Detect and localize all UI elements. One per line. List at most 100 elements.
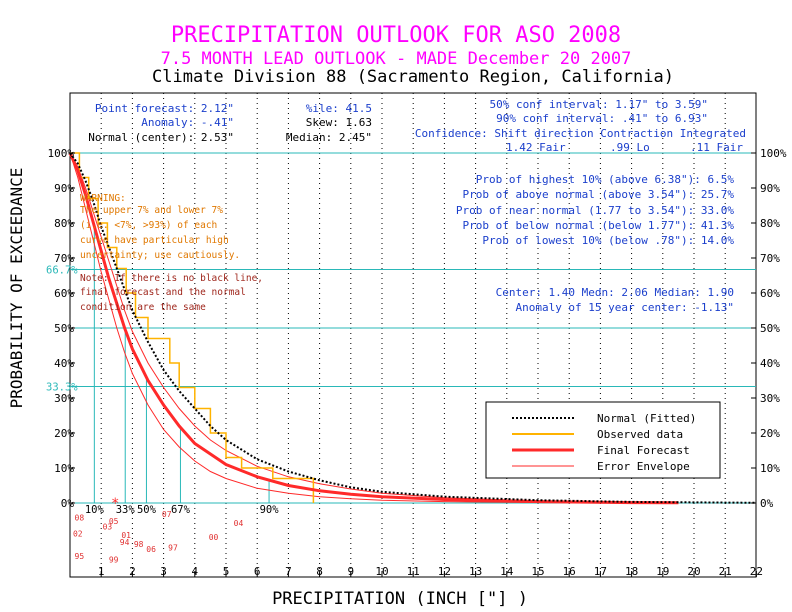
y-tick-label-left: 60%: [54, 287, 74, 300]
y-tick-label-right: 40%: [760, 357, 780, 370]
year-label: 04: [234, 519, 244, 528]
warning-line: curve have particular high: [80, 235, 229, 246]
y-tick-label-left: 100%: [48, 147, 75, 160]
reference-lines: 66.7% 33.3%: [46, 265, 756, 393]
series-lines: *: [68, 152, 757, 512]
year-label: 07: [162, 510, 172, 519]
prob-below-normal: Prob of below normal (below 1.77"): 41.3…: [462, 219, 734, 232]
prob-lowest-10: Prob of lowest 10% (below .78"): 14.0%: [482, 234, 734, 247]
x-tick-label: 11: [407, 565, 420, 578]
warning-line: (i.e. <7%, >93%) of each: [80, 220, 217, 231]
point-forecast: Point forecast: 2.12": [95, 102, 234, 115]
legend: Normal (Fitted) Observed data Final Fore…: [485, 401, 721, 479]
conf-90: 90% conf interval: .41" to 6.93": [496, 112, 708, 125]
year-label: 95: [75, 552, 85, 561]
x-tick-label: 8: [316, 565, 323, 578]
prob-above-normal: Prob of above normal (above 3.54"): 25.7…: [462, 188, 734, 201]
y-tick-label-left: 10%: [54, 462, 74, 475]
quantile-label: 10%: [85, 504, 105, 516]
series-observed: [70, 152, 315, 503]
y-tick-label-right: 90%: [760, 182, 780, 195]
no-black-line-note: Note: If there is no black line, final f…: [80, 273, 263, 313]
probability-block: Prob of highest 10% (above 6.38"): 6.5% …: [456, 173, 735, 314]
y-tick-label-right: 80%: [760, 217, 780, 230]
reference-label: 66.7%: [46, 265, 78, 277]
quantile-label: 90%: [260, 504, 280, 516]
x-tick-label: 3: [160, 565, 167, 578]
y-axis-title: PROBABILITY OF EXCEEDANCE: [7, 168, 26, 409]
x-tick-label: 19: [656, 565, 669, 578]
anomaly: Anomaly: -.41": [141, 116, 234, 129]
x-tick-label: 12: [438, 565, 451, 578]
x-tick-label: 18: [625, 565, 638, 578]
x-tick-label: 6: [254, 565, 261, 578]
stats-mid: %ile: 41.5 Skew: 1.63 Median: 2.45": [286, 102, 372, 144]
series-envelope-lower: [69, 152, 679, 504]
year-label: 05: [109, 517, 119, 526]
y-tick-label-left: 30%: [54, 392, 74, 405]
x-tick-label: 13: [469, 565, 482, 578]
x-tick-label: 1: [98, 565, 105, 578]
point-forecast-marker: *: [111, 496, 119, 512]
x-axis-title: PRECIPITATION (INCH ["] ): [272, 589, 528, 609]
x-tick-label: 10: [375, 565, 388, 578]
legend-label-normal: Normal (Fitted): [597, 412, 696, 425]
legend-box: [485, 401, 721, 479]
year-label: 00: [209, 533, 219, 542]
main-title: PRECIPITATION OUTLOOK FOR ASO 2008: [171, 23, 621, 48]
y-tick-label-right: 50%: [760, 322, 780, 335]
y-tick-label-right: 60%: [760, 287, 780, 300]
x-tick-label: 2: [129, 565, 136, 578]
confidence-contraction: .99 Lo: [610, 141, 650, 154]
quantile-label: 33%: [116, 504, 136, 516]
legend-label-forecast: Final Forecast: [597, 444, 690, 457]
series-envelope-upper: [69, 152, 679, 504]
y-tick-label-left: 90%: [54, 182, 74, 195]
legend-label-envelope: Error Envelope: [597, 460, 690, 473]
stats-right: 50% conf interval: 1.17" to 3.59" 90% co…: [415, 98, 746, 154]
warning-line: uncertainty; use cautiously.: [80, 250, 240, 261]
prob-near-normal: Prob of near normal (1.77 to 3.54"): 33.…: [456, 204, 735, 217]
y-tick-label-right: 70%: [760, 252, 780, 265]
note-line: final forecast and the normal: [80, 287, 246, 298]
year-label: 99: [109, 556, 119, 565]
warning-line: WARNING:: [80, 193, 126, 204]
prob-highest-10: Prob of highest 10% (above 6.38"): 6.5%: [476, 173, 735, 186]
confidence-shift: 1.42 Fair: [506, 141, 566, 154]
x-tick-label: 9: [347, 565, 354, 578]
normal-center: Normal (center): 2.53": [88, 131, 234, 144]
quantile-label: 50%: [137, 504, 157, 516]
stats-left: Point forecast: 2.12" Anomaly: -.41" Nor…: [88, 102, 234, 144]
year-label: 98: [134, 540, 144, 549]
quantile-label: 67%: [171, 504, 191, 516]
division-title: Climate Division 88 (Sacramento Region, …: [152, 67, 674, 87]
y-tick-label-right: 20%: [760, 427, 780, 440]
year-label: 97: [168, 543, 178, 552]
y-tick-label-left: 20%: [54, 427, 74, 440]
y-tick-label-left: 70%: [54, 252, 74, 265]
warning-note: WARNING: The upper 7% and lower 7% (i.e.…: [80, 193, 240, 261]
x-tick-label: 20: [687, 565, 700, 578]
note-line: Note: If there is no black line,: [80, 273, 263, 284]
warning-line: The upper 7% and lower 7%: [80, 205, 223, 216]
year-label: 06: [146, 545, 156, 554]
year-label: 94: [120, 538, 130, 547]
x-tick-label: 21: [719, 565, 732, 578]
series-forecast: [68, 152, 679, 505]
x-tick-label: 14: [500, 565, 514, 578]
note-line: condition are the same: [80, 302, 206, 313]
skew: Skew: 1.63: [306, 116, 372, 129]
year-label: 03: [103, 522, 113, 531]
confidence-header: Confidence: Shift direction Contraction …: [415, 127, 746, 140]
legend-label-observed: Observed data: [597, 428, 683, 441]
percentile: %ile: 41.5: [306, 102, 372, 115]
year-label: 02: [73, 529, 83, 538]
confidence-integrated: .11 Fair: [690, 141, 743, 154]
median: Median: 2.45": [286, 131, 372, 144]
y-tick-label-left: 0%: [61, 497, 75, 510]
reference-label: 33.3%: [46, 381, 78, 393]
conf-50: 50% conf interval: 1.17" to 3.59": [489, 98, 708, 111]
quantile-markers: 10% 33% 50% 67% 90%: [85, 226, 279, 516]
